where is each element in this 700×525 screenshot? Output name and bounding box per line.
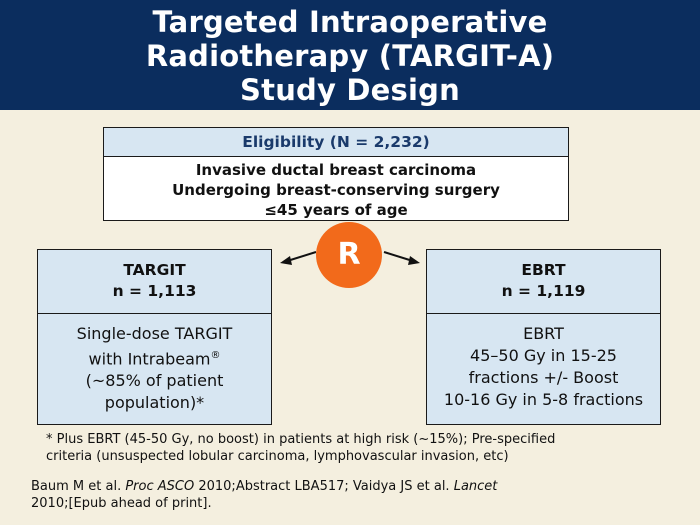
targit-arm-box: TARGIT n = 1,113 Single-dose TARGIT with…: [37, 249, 272, 425]
arrow-right-head: [408, 256, 420, 265]
footnote: * Plus EBRT (45-50 Gy, no boost) in pati…: [46, 431, 666, 465]
eligibility-box: Eligibility (N = 2,232) Invasive ductal …: [103, 127, 569, 221]
eligibility-criteria: Invasive ductal breast carcinoma Undergo…: [104, 157, 568, 220]
footnote-line-1: * Plus EBRT (45-50 Gy, no boost) in pati…: [46, 432, 556, 447]
ebrt-line-4: 10-16 Gy in 5-8 fractions: [443, 390, 644, 409]
citation-part-2: 2010;Abstract LBA517; Vaidya JS et al.: [194, 479, 454, 494]
ebrt-line-1: EBRT: [523, 324, 564, 343]
ebrt-arm-n: n = 1,119: [501, 282, 586, 300]
targit-line-4: population)*: [104, 393, 205, 413]
title-line-3: Study Design: [240, 73, 460, 107]
criterion-3: ≤45 years of age: [264, 201, 408, 219]
targit-line-3: (~85% of patient: [85, 371, 224, 391]
targit-line-1: Single-dose TARGIT: [76, 324, 233, 343]
ebrt-arm-header: EBRT n = 1,119: [427, 250, 660, 314]
randomization-arrows: [280, 251, 420, 265]
targit-arm-description: Single-dose TARGIT with Intrabeam® (~85%…: [38, 314, 271, 424]
citation-line-1: Baum M et al. Proc ASCO 2010;Abstract LB…: [31, 478, 671, 495]
ebrt-arm-description: EBRT 45–50 Gy in 15-25 fractions +/- Boo…: [427, 314, 660, 424]
criterion-2: Undergoing breast-conserving surgery: [172, 181, 500, 199]
title-line-2: Radiotherapy (TARGIT-A): [145, 39, 555, 73]
targit-arm-header: TARGIT n = 1,113: [38, 250, 271, 314]
ebrt-line-2: 45–50 Gy in 15-25: [470, 346, 617, 365]
eligibility-title: Eligibility (N = 2,232): [104, 128, 568, 157]
targit-line-2: with Intrabeam®: [38, 345, 271, 370]
citation-journal-1: Proc ASCO: [125, 479, 195, 494]
slide-header: Targeted Intraoperative Radiotherapy (TA…: [0, 0, 700, 110]
criterion-1: Invasive ductal breast carcinoma: [195, 161, 477, 179]
targit-arm-name: TARGIT: [123, 261, 186, 279]
ebrt-line-3: fractions +/- Boost: [468, 368, 619, 387]
citation-line-2: 2010;[Epub ahead of print].: [31, 496, 212, 511]
citation: Baum M et al. Proc ASCO 2010;Abstract LB…: [31, 478, 671, 512]
ebrt-arm-box: EBRT n = 1,119 EBRT 45–50 Gy in 15-25 fr…: [426, 249, 661, 425]
registered-mark: ®: [210, 350, 221, 361]
footnote-line-2: criteria (unsuspected lobular carcinoma,…: [46, 449, 509, 464]
ebrt-arm-name: EBRT: [521, 261, 566, 279]
arrow-left-head: [280, 256, 292, 265]
targit-arm-n: n = 1,113: [112, 282, 197, 300]
targit-line-2-text: with Intrabeam: [88, 349, 211, 369]
randomization-circle: R: [316, 222, 382, 288]
title-line-1: Targeted Intraoperative: [152, 5, 548, 39]
citation-journal-2: Lancet: [453, 479, 498, 494]
citation-part-1: Baum M et al.: [31, 479, 126, 494]
